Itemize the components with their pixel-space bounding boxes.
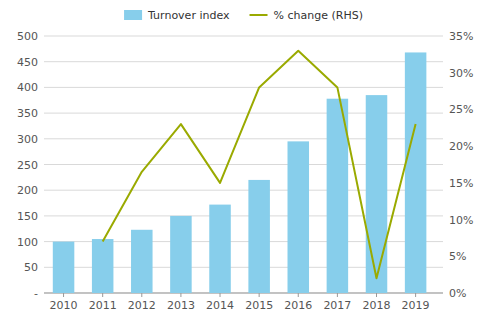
x-tick <box>376 293 377 297</box>
bar <box>405 52 427 293</box>
x-tick <box>259 293 260 297</box>
y-tick-label: 150 <box>17 210 38 223</box>
legend-item: % change (RHS) <box>250 9 363 22</box>
y2-tick-label: 20% <box>449 140 473 153</box>
legend-label: % change (RHS) <box>274 9 363 22</box>
bar <box>92 239 114 293</box>
y-tick-label: 300 <box>17 133 38 146</box>
x-tick <box>63 293 64 297</box>
y-tick-label: 450 <box>17 56 38 69</box>
legend-item: Turnover index <box>124 9 230 22</box>
legend-swatch <box>124 10 142 20</box>
y-tick-label: 50 <box>24 261 38 274</box>
x-tick-label: 2018 <box>363 299 391 312</box>
bar <box>53 242 75 293</box>
grid-line <box>44 87 443 88</box>
y-tick-label: - <box>34 287 38 300</box>
bar <box>170 216 192 293</box>
y2-tick-label: 10% <box>449 214 473 227</box>
x-tick-label: 2019 <box>402 299 430 312</box>
legend: Turnover index % change (RHS) <box>124 9 363 22</box>
x-tick-label: 2011 <box>89 299 117 312</box>
y2-tick-label: 5% <box>449 250 466 263</box>
x-tick-label: 2015 <box>245 299 273 312</box>
y2-tick-label: 0% <box>449 287 466 300</box>
chart-container: - 50 100 150 200 250 300 350 400 450 500 0% 5% 10% 15%… <box>0 0 487 319</box>
grid-line <box>44 61 443 62</box>
x-tick <box>298 293 299 297</box>
y-tick-label: 250 <box>17 159 38 172</box>
x-tick-label: 2012 <box>128 299 156 312</box>
y-tick-label: 100 <box>17 236 38 249</box>
bar <box>248 180 270 293</box>
y-tick-label: 350 <box>17 107 38 120</box>
y-tick-label: 500 <box>17 30 38 43</box>
bar <box>131 230 153 293</box>
x-tick <box>180 293 181 297</box>
x-tick-label: 2016 <box>284 299 312 312</box>
x-tick-label: 2013 <box>167 299 195 312</box>
y-tick-label: 200 <box>17 184 38 197</box>
x-tick <box>141 293 142 297</box>
x-tick <box>102 293 103 297</box>
legend-label: Turnover index <box>147 9 230 22</box>
line <box>103 51 416 279</box>
x-tick <box>220 293 221 297</box>
legend-swatch <box>250 14 268 16</box>
x-tick <box>337 293 338 297</box>
x-tick-label: 2017 <box>323 299 351 312</box>
x-tick-label: 2014 <box>206 299 234 312</box>
y2-tick-label: 25% <box>449 103 473 116</box>
x-tick-label: 2010 <box>50 299 78 312</box>
bar <box>366 95 388 293</box>
x-tick <box>415 293 416 297</box>
bar <box>209 205 231 293</box>
plot-area <box>53 51 427 293</box>
grid <box>44 36 443 293</box>
y2-tick-label: 35% <box>449 30 473 43</box>
y-tick-label: 400 <box>17 81 38 94</box>
bar <box>288 141 310 293</box>
y2-tick-label: 15% <box>449 177 473 190</box>
grid-line <box>44 36 443 37</box>
chart: - 50 100 150 200 250 300 350 400 450 500 0% 5% 10% 15%… <box>0 0 487 319</box>
y2-tick-label: 30% <box>449 67 473 80</box>
axes: - 50 100 150 200 250 300 350 400 450 500 0% 5% 10% 15%… <box>17 30 473 312</box>
